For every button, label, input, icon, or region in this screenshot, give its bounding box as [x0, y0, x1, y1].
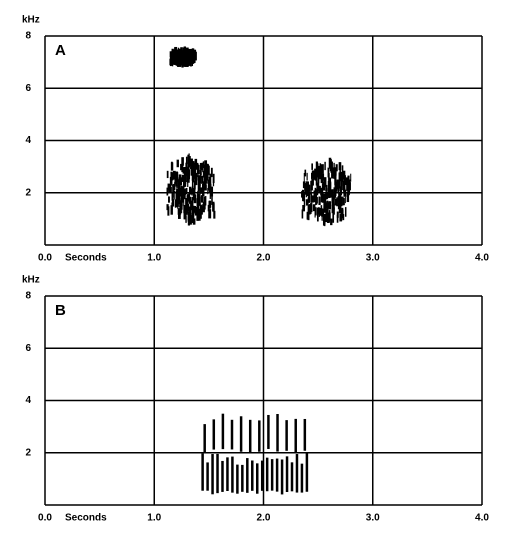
- x-tick-label: 0.0: [38, 253, 52, 264]
- x-tick-label: 2.0: [257, 513, 271, 524]
- y-tick-label: 6: [25, 83, 31, 94]
- x-tick-label: 2.0: [257, 253, 271, 264]
- y-tick-label: 8: [25, 291, 31, 302]
- x-tick-label: 1.0: [147, 253, 161, 264]
- x-axis-label: Seconds: [65, 253, 107, 264]
- x-axis-label: Seconds: [65, 513, 107, 524]
- x-tick-label: 3.0: [366, 513, 380, 524]
- x-tick-label: 4.0: [475, 253, 489, 264]
- y-axis-label: kHz: [22, 275, 40, 286]
- panel-label: A: [55, 42, 66, 59]
- y-axis-label: kHz: [22, 15, 40, 26]
- x-tick-label: 3.0: [366, 253, 380, 264]
- sound-event: [169, 46, 197, 68]
- sound-event: [203, 413, 307, 453]
- sound-event: [201, 453, 309, 495]
- y-tick-label: 2: [25, 447, 31, 458]
- y-tick-label: 6: [25, 343, 31, 354]
- sound-event: [301, 157, 352, 227]
- sound-event: [166, 153, 216, 226]
- panel-label: B: [55, 302, 66, 319]
- y-tick-label: 4: [25, 135, 31, 146]
- x-tick-label: 1.0: [147, 513, 161, 524]
- y-tick-label: 4: [25, 395, 31, 406]
- y-tick-label: 8: [25, 31, 31, 42]
- y-tick-label: 2: [25, 187, 31, 198]
- x-tick-label: 4.0: [475, 513, 489, 524]
- x-tick-label: 0.0: [38, 513, 52, 524]
